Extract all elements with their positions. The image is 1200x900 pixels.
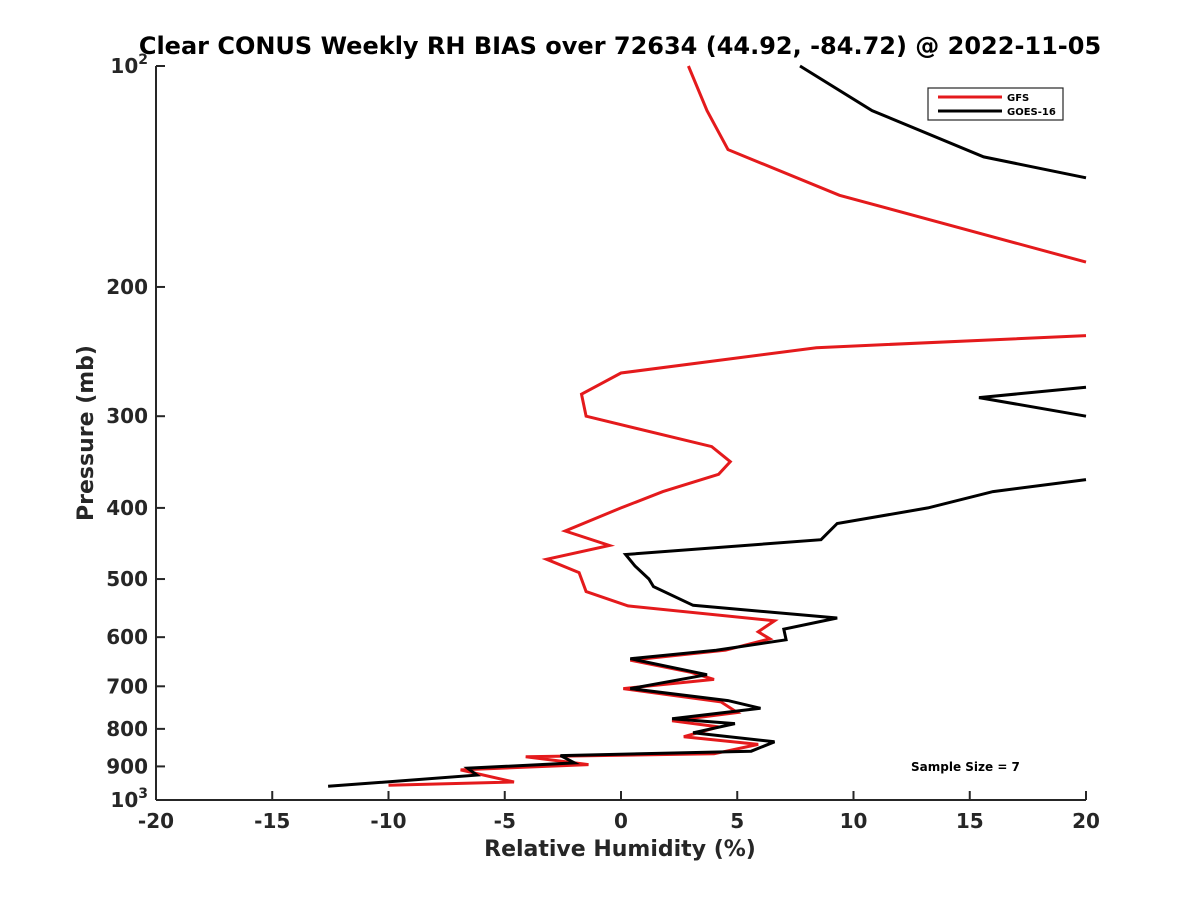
x-axis-label: Relative Humidity (%) [484, 837, 756, 862]
y-tick-label: 500 [106, 567, 148, 591]
x-tick-label: -15 [254, 809, 290, 833]
y-tick-label: 800 [106, 717, 148, 741]
y-axis-label: Pressure (mb) [74, 345, 99, 521]
legend: GFS GOES-16 [927, 87, 1064, 121]
series-line-goes-16-3 [978, 385, 1087, 418]
y-tick-label: 102 [110, 52, 148, 78]
y-tick-label: 300 [106, 404, 148, 428]
y-tick-label: 600 [106, 625, 148, 649]
y-tick-label: 700 [106, 674, 148, 698]
series-line-goes-16-4 [327, 478, 1087, 788]
x-tick-label: 15 [956, 809, 984, 833]
y-tick-label: 103 [110, 786, 148, 812]
legend-label: GOES-16 [1007, 107, 1056, 118]
x-tick-label: 5 [730, 809, 744, 833]
y-tick-label: 400 [106, 496, 148, 520]
legend-label: GFS [1007, 93, 1029, 104]
series-line-gfs-0 [687, 65, 1087, 264]
series-line-gfs-1 [388, 334, 1087, 787]
legend-box [927, 87, 1064, 121]
series-line-goes-16-2 [799, 64, 1087, 180]
y-tick-label: 900 [106, 754, 148, 778]
x-tick-label: -5 [494, 809, 516, 833]
sample-size-annotation: Sample Size = 7 [911, 760, 1020, 774]
x-tick-label: 10 [840, 809, 868, 833]
x-tick-label: 0 [614, 809, 628, 833]
y-tick-label: 200 [106, 275, 148, 299]
x-tick-label: -10 [370, 809, 406, 833]
x-tick-label: 20 [1072, 809, 1100, 833]
chart-title: Clear CONUS Weekly RH BIAS over 72634 (4… [139, 32, 1101, 60]
x-tick-label: -20 [138, 809, 174, 833]
axes: -20 -15 -10 -5 0 5 10 15 20 102 200 300 400 500 600 700… [106, 52, 1100, 833]
plot-area [327, 64, 1087, 788]
